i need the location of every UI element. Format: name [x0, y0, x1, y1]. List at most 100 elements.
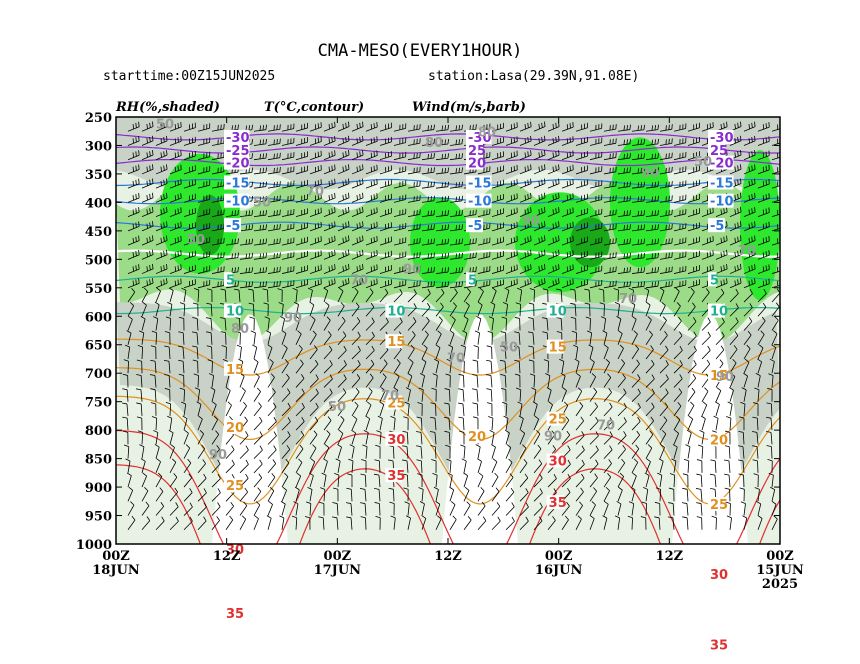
wind-barb [603, 486, 610, 502]
wind-barb [239, 401, 247, 417]
x-tick-label: 00Z [545, 549, 573, 564]
rh-contour-label: 90 [403, 263, 421, 278]
wind-barb [267, 501, 273, 516]
wind-barb [673, 302, 681, 317]
wind-barb [211, 502, 221, 516]
wind-barb [281, 445, 291, 459]
wind-barb [351, 345, 361, 360]
wind-barb [404, 401, 410, 416]
wind-barb [519, 135, 532, 146]
contour-label: -30 [468, 131, 492, 146]
wind-barb [743, 121, 756, 132]
wind-barb [155, 121, 168, 132]
wind-barb [169, 458, 177, 474]
wind-barb [225, 515, 234, 530]
wind-barb [308, 472, 314, 488]
wind-barb [491, 194, 504, 203]
wind-barb [239, 501, 248, 516]
wind-barb [407, 252, 421, 260]
wind-barb [351, 360, 361, 374]
contour-label: -15 [468, 176, 492, 191]
wind-barb [169, 178, 182, 189]
wind-barb [687, 415, 694, 431]
wind-barb [729, 317, 739, 331]
wind-barb [533, 459, 543, 474]
wind-barb [281, 431, 291, 445]
wind-barb [403, 416, 409, 431]
wind-barb [253, 501, 261, 516]
wind-barb [757, 235, 770, 246]
wind-barb [505, 221, 518, 232]
wind-barb [281, 265, 295, 274]
wind-barb [348, 458, 354, 473]
wind-barb [169, 164, 182, 175]
wind-barb [533, 278, 546, 289]
rh-core [515, 192, 605, 293]
wind-barb [729, 288, 739, 303]
wind-barb [379, 279, 392, 289]
wind-barb [631, 359, 640, 374]
wind-barb [687, 401, 695, 417]
wind-barb [435, 153, 450, 161]
wind-barb [349, 444, 355, 459]
wind-barb [365, 415, 371, 431]
wind-barb [444, 388, 451, 402]
wind-barb [197, 430, 205, 445]
wind-barb [281, 344, 288, 360]
wind-barb [603, 402, 613, 417]
wind-barb [561, 136, 574, 146]
wind-barb [337, 429, 344, 445]
wind-barb [617, 238, 631, 246]
wind-barb [337, 192, 350, 203]
wind-barb [197, 516, 207, 531]
wind-barb [617, 224, 631, 232]
wind-barb [771, 209, 780, 218]
wind-barb [239, 445, 249, 459]
wind-barb [770, 486, 776, 502]
wind-barb [645, 345, 654, 360]
x-tick-label: 12Z [213, 549, 241, 564]
wind-barb [575, 265, 588, 274]
wind-barb [695, 488, 703, 502]
wind-barb [191, 331, 199, 345]
wind-barb [471, 388, 479, 402]
wind-barb [155, 235, 168, 246]
wind-barb [421, 153, 435, 161]
wind-barb [617, 373, 626, 388]
wind-barb [463, 501, 471, 516]
wind-barb [295, 222, 308, 232]
wind-barb [603, 124, 617, 132]
wind-barb [421, 238, 435, 246]
rh-contour-label: 80 [478, 125, 496, 140]
wind-barb [519, 192, 532, 203]
wind-barb [169, 487, 179, 502]
wind-barb [435, 515, 442, 530]
contour-label-bg [708, 567, 725, 582]
wind-barb [659, 181, 673, 189]
wind-barb [769, 358, 775, 374]
wind-barb [365, 331, 375, 346]
wind-barb [617, 281, 631, 289]
wind-barb [183, 250, 196, 260]
wind-barb [295, 416, 305, 431]
contour-label-bg [385, 431, 403, 446]
wind-barb [183, 516, 193, 531]
wind-barb [659, 331, 668, 345]
wind-barb [281, 280, 295, 289]
wind-barb [323, 360, 333, 374]
wind-barb [687, 302, 696, 317]
wind-barb [239, 515, 247, 530]
wind-barb [337, 360, 347, 374]
wind-barb [239, 267, 254, 274]
wind-barb [281, 180, 295, 189]
wind-barb [141, 235, 154, 246]
wind-barb [351, 317, 361, 331]
wind-barb [631, 124, 646, 132]
wind-barb [757, 302, 767, 317]
wind-barb [687, 236, 700, 246]
wind-barb [459, 430, 465, 445]
wind-barb [589, 279, 603, 289]
wind-barb [528, 302, 535, 317]
contour-label-bg [385, 468, 403, 483]
